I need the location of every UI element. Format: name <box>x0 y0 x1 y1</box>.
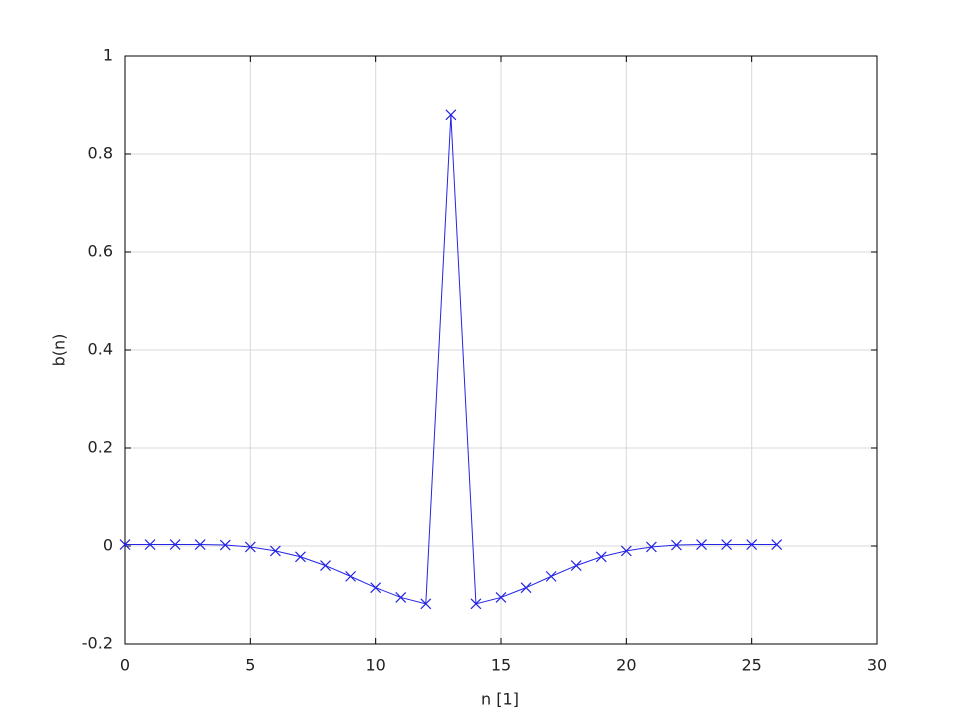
marker <box>119 539 131 550</box>
marker <box>194 539 206 550</box>
marker <box>570 560 582 572</box>
marker <box>520 582 532 594</box>
y-tick-label: -0.2 <box>82 634 113 653</box>
x-tick-label: 10 <box>365 656 385 675</box>
marker <box>420 598 432 610</box>
marker <box>721 539 733 550</box>
marker <box>320 560 331 572</box>
x-tick-label: 20 <box>616 656 636 675</box>
marker <box>244 541 256 553</box>
marker <box>269 545 281 557</box>
y-tick-label: 0.2 <box>88 438 113 457</box>
marker <box>470 598 482 610</box>
marker <box>545 570 557 582</box>
marker <box>144 539 156 550</box>
y-axis-label: b(n) <box>50 334 69 367</box>
x-tick-label: 30 <box>867 656 887 675</box>
marker <box>169 539 181 550</box>
y-tick-label: 0 <box>103 536 113 555</box>
marker <box>771 539 783 550</box>
x-tick-label: 25 <box>741 656 761 675</box>
marker <box>395 592 407 603</box>
marker <box>295 551 306 563</box>
marker <box>696 539 707 550</box>
x-tick-label: 5 <box>245 656 255 675</box>
marker <box>595 551 607 563</box>
marker <box>645 541 657 553</box>
marker <box>746 539 758 550</box>
x-axis-label: n [1] <box>481 690 519 709</box>
y-tick-label: 0.8 <box>88 144 113 163</box>
y-tick-label: 0.6 <box>88 242 113 261</box>
marker <box>671 539 682 551</box>
x-tick-label: 0 <box>120 656 130 675</box>
marker <box>445 109 457 121</box>
marker <box>345 570 357 582</box>
marker <box>495 592 507 603</box>
x-tick-label: 15 <box>491 656 511 675</box>
marker <box>620 545 632 557</box>
y-tick-label: 1 <box>103 46 113 65</box>
y-tick-label: 0.4 <box>88 340 113 359</box>
marker <box>370 582 382 594</box>
marker <box>219 539 231 551</box>
